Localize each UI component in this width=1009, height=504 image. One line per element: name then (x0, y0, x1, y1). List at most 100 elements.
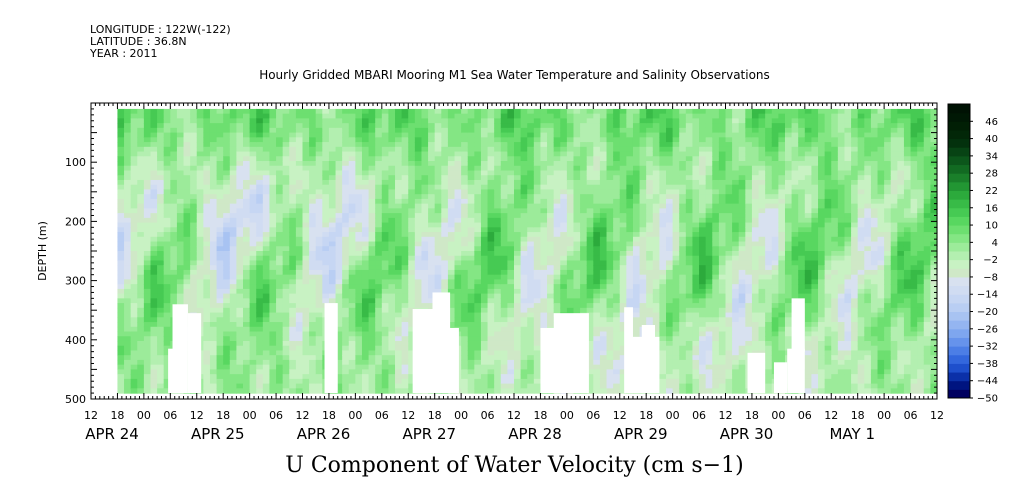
colorbar-swatch (948, 328, 970, 338)
x-day-label: APR 26 (297, 425, 351, 443)
colorbar-swatch (948, 311, 970, 321)
x-tick-label: 00 (243, 409, 257, 422)
x-tick-label: 06 (798, 409, 812, 422)
colorbar-swatch (948, 337, 970, 347)
colorbar-swatch (948, 302, 970, 313)
colorbar-swatch (948, 164, 970, 174)
colorbar-label: −20 (977, 307, 998, 318)
x-tick-label: 12 (507, 409, 521, 422)
x-tick-label: 12 (190, 409, 204, 422)
x-tick-label: 00 (560, 409, 574, 422)
x-tick-label: 12 (930, 409, 944, 422)
latitude-label: LATITUDE : 36.8N (90, 35, 187, 48)
x-axis: 12 18 00 06 12 18 00 06 12 18 00 06 12 18 00 06 12 18 00 06… (84, 103, 944, 443)
x-tick-label: 18 (322, 409, 336, 422)
colorbar-swatch (948, 285, 970, 295)
colorbar-swatch (948, 346, 970, 356)
colorbar-label: −50 (977, 394, 998, 405)
colorbar-swatch (948, 259, 970, 269)
colorbar-swatch (948, 207, 970, 217)
y-tick-label: 500 (65, 393, 86, 406)
x-tick-label: 18 (533, 409, 547, 422)
x-tick-label: 18 (110, 409, 124, 422)
colorbar-swatch (948, 121, 970, 131)
colorbar-swatch (948, 112, 970, 122)
colorbar-swatch (948, 104, 970, 114)
y-axis: 100 200 300 400 500 (65, 102, 937, 406)
colorbar-swatch (948, 268, 970, 278)
x-tick-label: 06 (163, 409, 177, 422)
colorbar-swatch (948, 354, 970, 364)
x-tick-label: 12 (824, 409, 838, 422)
colorbar-label: 28 (985, 169, 998, 180)
x-day-label: APR 27 (402, 425, 456, 443)
x-tick-label: 06 (692, 409, 706, 422)
x-day-label: APR 25 (191, 425, 245, 443)
y-tick-label: 100 (65, 156, 86, 169)
colorbar-label: 10 (985, 221, 998, 232)
colorbar-swatch (948, 294, 970, 304)
x-tick-label: 18 (851, 409, 865, 422)
colorbar-label: 46 (985, 117, 998, 128)
x-tick-label: 18 (216, 409, 230, 422)
x-tick-label: 00 (454, 409, 468, 422)
colorbar-label: −26 (977, 324, 998, 335)
colorbar-swatch (948, 372, 970, 382)
colorbar-label: 16 (985, 203, 998, 214)
x-tick-label: 00 (137, 409, 151, 422)
colorbar-swatch (948, 363, 970, 373)
colorbar-swatch (948, 155, 970, 166)
colorbar-swatch (948, 147, 970, 157)
colorbar-swatch (948, 320, 970, 330)
variable-title: U Component of Water Velocity (cm s−1) (285, 453, 744, 478)
x-tick-label: 12 (401, 409, 415, 422)
x-tick-label: 18 (639, 409, 653, 422)
colorbar-swatch (948, 199, 970, 209)
x-tick-label: 12 (613, 409, 627, 422)
colorbar-label: 40 (985, 134, 998, 145)
x-tick-label: 06 (586, 409, 600, 422)
colorbar: 46 40 34 28 22 16 10 4 −2 −8 −14 −20 −26 −32 −38 −44 −50 (947, 103, 998, 405)
colorbar-swatch (948, 380, 970, 390)
x-day-label: MAY 1 (829, 425, 875, 443)
y-tick-label: 200 (65, 215, 86, 228)
y-tick-label: 300 (65, 275, 86, 288)
x-tick-label: 12 (719, 409, 733, 422)
chart-title: Hourly Gridded MBARI Mooring M1 Sea Wate… (259, 68, 770, 82)
colorbar-swatch (948, 276, 970, 287)
x-tick-label: 00 (771, 409, 785, 422)
colorbar-label: 4 (992, 238, 998, 249)
colorbar-swatch (948, 181, 970, 191)
colorbar-label: −14 (977, 290, 998, 301)
colorbar-swatch (948, 225, 970, 235)
x-tick-label: 06 (481, 409, 495, 422)
x-tick-label: 00 (348, 409, 362, 422)
x-tick-label: 00 (877, 409, 891, 422)
colorbar-label: −2 (983, 255, 998, 266)
missing-data-regions (168, 292, 805, 394)
colorbar-swatch (948, 173, 970, 183)
x-day-label: APR 24 (85, 425, 139, 443)
x-day-label: APR 28 (508, 425, 562, 443)
x-tick-label: 00 (666, 409, 680, 422)
x-tick-label: 12 (84, 409, 98, 422)
heatmap-cells (117, 108, 938, 394)
colorbar-label: −8 (983, 272, 998, 283)
colorbar-label: 34 (985, 151, 998, 162)
colorbar-swatch (948, 129, 970, 140)
colorbar-label: 22 (985, 186, 998, 197)
colorbar-swatch (948, 138, 970, 148)
year-label: YEAR : 2011 (90, 47, 158, 60)
y-tick-label: 400 (65, 334, 86, 347)
x-tick-label: 06 (375, 409, 389, 422)
colorbar-label: −38 (977, 359, 998, 370)
colorbar-label: −32 (977, 342, 998, 353)
x-tick-label: 12 (296, 409, 310, 422)
colorbar-swatch (948, 251, 970, 261)
colorbar-label: −44 (977, 376, 998, 387)
x-day-label: APR 29 (614, 425, 668, 443)
colorbar-swatch (948, 242, 970, 252)
x-day-label: APR 30 (720, 425, 774, 443)
colorbar-swatch (948, 216, 970, 226)
x-tick-label: 18 (428, 409, 442, 422)
